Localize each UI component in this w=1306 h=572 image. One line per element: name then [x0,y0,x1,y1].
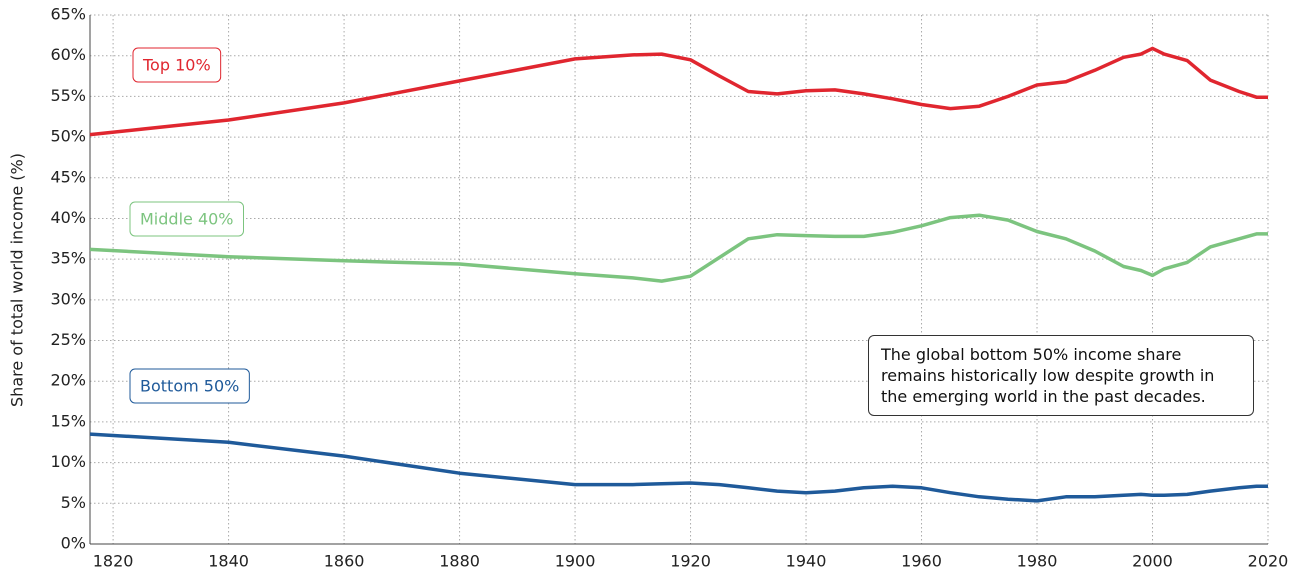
y-tick-label: 30% [50,289,86,308]
x-tick-label: 1840 [208,552,249,571]
y-tick-label: 40% [50,208,86,227]
legend-label: Bottom 50% [140,377,239,396]
x-tick-label: 1820 [93,552,134,571]
y-tick-label: 25% [50,330,86,349]
annotation: The global bottom 50% income share remai… [868,335,1254,416]
x-tick-label: 1860 [324,552,365,571]
series-line [89,46,1268,137]
x-tick-label: 1900 [555,552,596,571]
y-tick-label: 0% [61,534,86,553]
y-tick-label: 50% [50,127,86,146]
x-tick-label: 1880 [439,552,480,571]
series-line [89,432,1268,503]
x-tick-label: 1960 [901,552,942,571]
x-tick-label: 2000 [1132,552,1173,571]
y-tick-label: 15% [50,411,86,430]
x-tick-label: 2020 [1248,552,1289,571]
series-label: Top 10% [132,47,222,83]
y-tick-label: 5% [61,493,86,512]
y-axis-title: Share of total world income (%) [8,153,27,407]
series-line [89,213,1268,283]
y-tick-label: 55% [50,86,86,105]
y-tick-label: 20% [50,371,86,390]
y-tick-label: 60% [50,45,86,64]
x-tick-label: 1940 [786,552,827,571]
series-label-box [129,201,244,237]
series-label-box [129,368,250,404]
series-label: Bottom 50% [129,368,250,404]
y-tick-label: 10% [50,452,86,471]
legend-label: Middle 40% [140,210,234,229]
x-tick-label: 1920 [670,552,711,571]
series-label-box [132,47,222,83]
legend-label: Top 10% [142,56,211,75]
y-tick-label: 65% [50,5,86,24]
x-tick-label: 1980 [1017,552,1058,571]
series-label: Middle 40% [129,201,244,237]
y-tick-label: 35% [50,249,86,268]
y-tick-label: 45% [50,167,86,186]
